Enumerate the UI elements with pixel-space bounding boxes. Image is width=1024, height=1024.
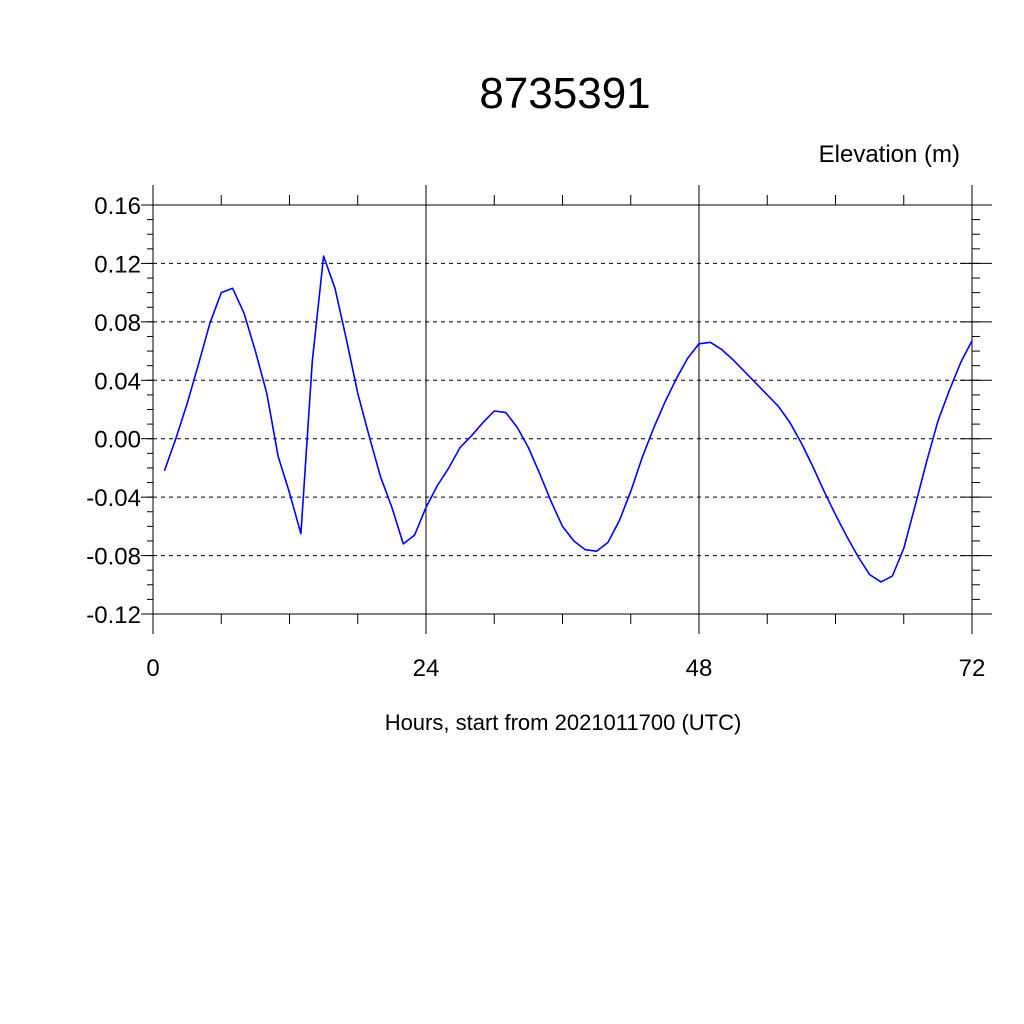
y-tick-label: 0.08 [94,310,141,337]
y-tick-label: 0.04 [94,368,141,395]
axis-ticks [141,195,992,624]
elevation-series-line [163,255,973,583]
y-axis-unit-label: Elevation (m) [819,141,960,168]
x-tick-label: 72 [959,655,986,682]
grid-lines [152,204,973,615]
y-tick-label: 0.00 [94,427,141,454]
chart-title: 8735391 [479,69,650,118]
plot-frame [151,185,992,634]
y-tick-label: 0.12 [94,251,141,278]
y-tick-label: -0.08 [86,544,141,571]
y-tick-label: 0.16 [94,193,141,220]
x-tick-label: 24 [413,655,440,682]
y-tick-labels: -0.12 -0.08 -0.04 0.00 0.04 0.08 0.12 0.16 [86,193,141,629]
x-tick-label: 48 [686,655,713,682]
x-tick-label: 0 [146,655,159,682]
y-tick-label: -0.12 [86,602,141,629]
y-tick-label: -0.04 [86,485,141,512]
x-tick-labels: 0 24 48 72 [146,655,985,682]
x-axis-label: Hours, start from 2021011700 (UTC) [385,710,742,735]
series-group [163,255,973,583]
